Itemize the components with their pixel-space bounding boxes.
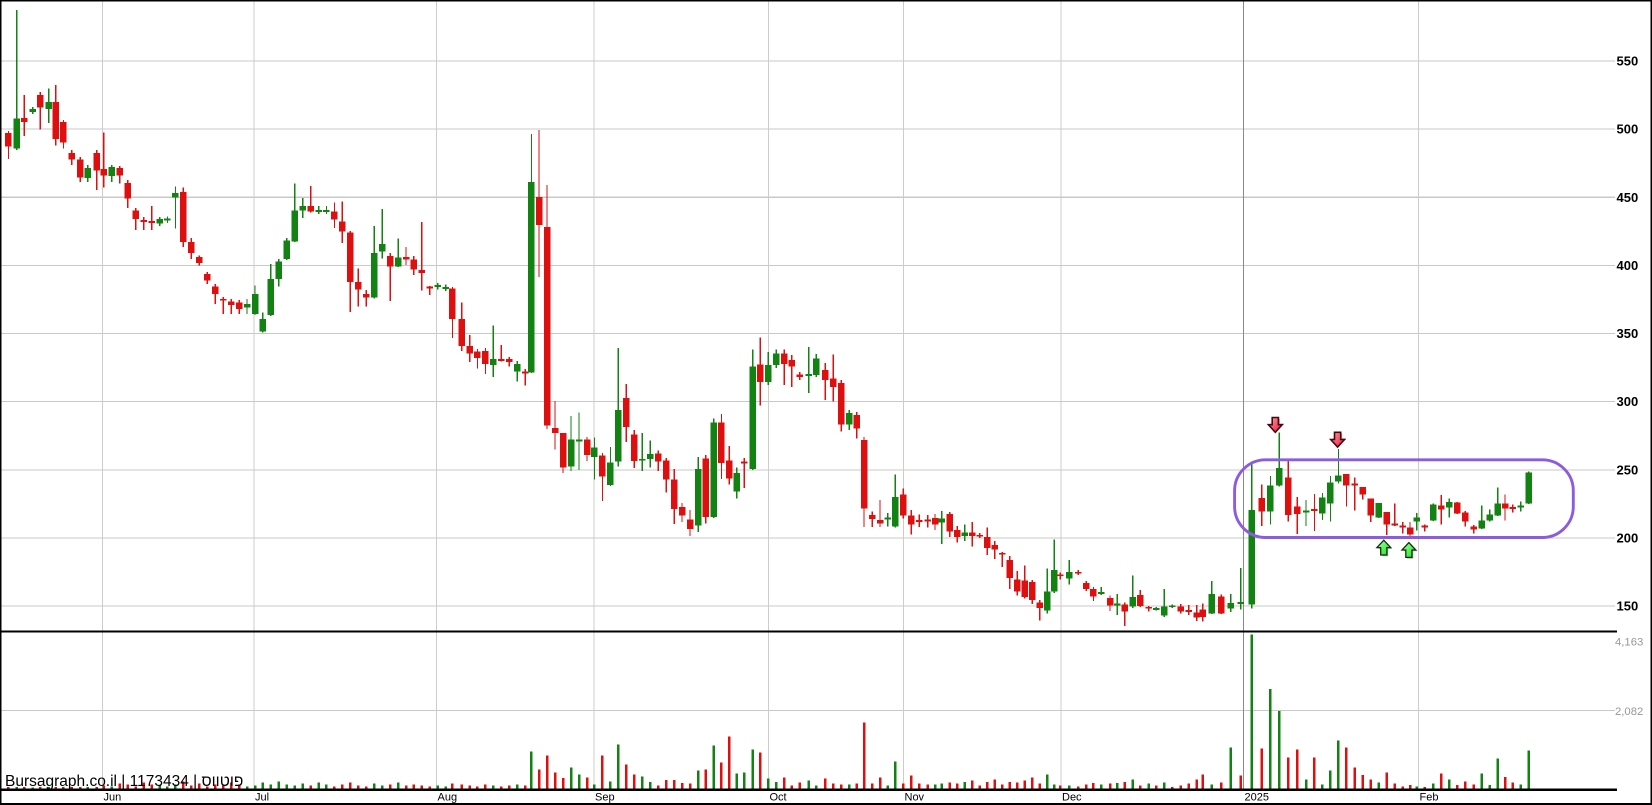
svg-text:150: 150: [1617, 599, 1639, 614]
svg-text:400: 400: [1617, 258, 1639, 273]
svg-text:2,082: 2,082: [1615, 706, 1643, 718]
svg-text:Jul: Jul: [255, 792, 269, 804]
svg-text:550: 550: [1617, 54, 1639, 69]
svg-text:350: 350: [1617, 326, 1639, 341]
svg-text:Aug: Aug: [438, 792, 458, 804]
svg-text:Feb: Feb: [1420, 792, 1439, 804]
svg-text:Nov: Nov: [905, 792, 925, 804]
svg-text:Sep: Sep: [595, 792, 615, 804]
svg-text:Dec: Dec: [1062, 792, 1082, 804]
svg-text:250: 250: [1617, 462, 1639, 477]
svg-text:300: 300: [1617, 394, 1639, 409]
svg-text:Jun: Jun: [104, 792, 122, 804]
svg-text:200: 200: [1617, 531, 1639, 546]
svg-text:2025: 2025: [1245, 792, 1269, 804]
svg-text:Bursagraph.co.il | 1173434 | פ: Bursagraph.co.il | 1173434 | פוטווס: [5, 773, 243, 790]
svg-text:Oct: Oct: [770, 792, 787, 804]
svg-text:4,163: 4,163: [1615, 637, 1643, 649]
svg-text:450: 450: [1617, 190, 1639, 205]
svg-text:500: 500: [1617, 122, 1639, 137]
